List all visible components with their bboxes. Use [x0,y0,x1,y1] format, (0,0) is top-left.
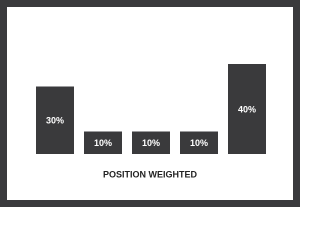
page: POSITION WEIGHTED 30%10%10%10%40% (() =>… [0,0,300,207]
bar [228,64,266,154]
bar [36,86,74,154]
value-label: 10% [190,138,208,148]
value-label: 40% [238,104,256,114]
chart: POSITION WEIGHTED 30% 10% 10% 10% 40% [0,0,300,207]
chart-title: POSITION WEIGHTED [103,169,198,179]
value-label: 30% [46,116,64,126]
value-label: 10% [94,138,112,148]
value-label: 10% [142,138,160,148]
bar [180,131,218,154]
bar [132,131,170,154]
bar [84,131,122,154]
